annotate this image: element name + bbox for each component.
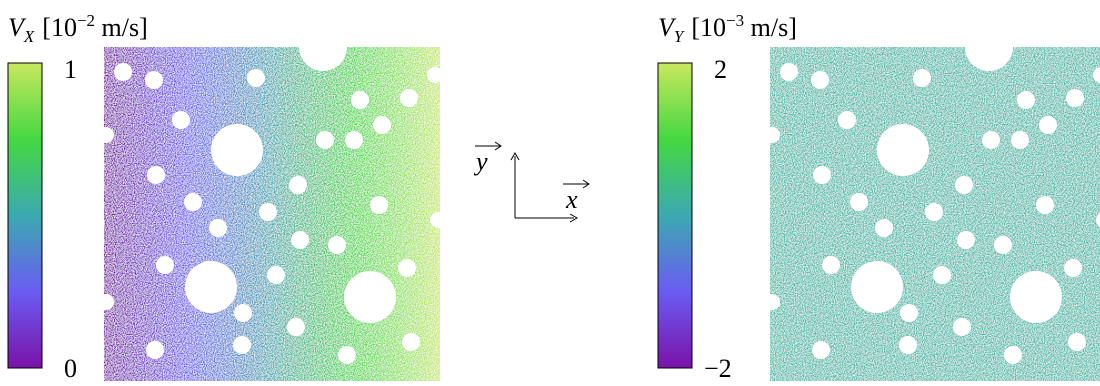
hole bbox=[172, 111, 190, 129]
holes bbox=[764, 23, 1100, 364]
hole bbox=[209, 219, 227, 237]
hole bbox=[398, 259, 416, 277]
hole bbox=[114, 63, 132, 81]
hole bbox=[287, 318, 305, 336]
hole bbox=[344, 271, 396, 323]
colorbar-tick-label: 0 bbox=[64, 354, 77, 381]
hole bbox=[953, 318, 971, 336]
hole bbox=[289, 176, 307, 194]
hole bbox=[1066, 89, 1084, 107]
hole bbox=[247, 69, 265, 87]
hole bbox=[851, 261, 903, 313]
hole bbox=[1096, 213, 1100, 227]
axes-indicator: y x bbox=[473, 141, 590, 223]
colorbar bbox=[7, 62, 43, 369]
hole bbox=[965, 23, 1013, 71]
colorbar-title: VY [10−3 m/s] bbox=[658, 11, 797, 46]
hole bbox=[1036, 196, 1054, 214]
hole bbox=[338, 346, 356, 364]
hole bbox=[427, 67, 443, 83]
hole bbox=[146, 341, 164, 359]
axis-label: x bbox=[565, 185, 578, 214]
hole bbox=[913, 69, 931, 87]
hole bbox=[234, 304, 252, 322]
hole bbox=[1039, 116, 1057, 134]
colorbar bbox=[657, 62, 693, 369]
hole bbox=[812, 341, 830, 359]
hole bbox=[98, 127, 114, 143]
hole bbox=[316, 131, 334, 149]
hole bbox=[345, 131, 363, 149]
hole bbox=[98, 294, 114, 310]
hole bbox=[822, 256, 840, 274]
hole bbox=[259, 203, 277, 221]
hole bbox=[900, 304, 918, 322]
hole bbox=[838, 111, 856, 129]
hole bbox=[925, 203, 943, 221]
hole bbox=[811, 71, 829, 89]
hole bbox=[1017, 91, 1035, 109]
hole bbox=[370, 196, 388, 214]
hole bbox=[184, 193, 202, 211]
hole bbox=[955, 176, 973, 194]
axis-label: y bbox=[473, 147, 488, 176]
holes bbox=[98, 23, 446, 364]
hole bbox=[957, 231, 975, 249]
hole bbox=[994, 236, 1012, 254]
hole bbox=[185, 261, 237, 313]
hole bbox=[1093, 67, 1100, 83]
hole bbox=[233, 336, 251, 354]
colorbar-tick-label: 2 bbox=[714, 55, 727, 84]
hole bbox=[1068, 333, 1086, 351]
hole bbox=[764, 127, 780, 143]
hole bbox=[933, 266, 951, 284]
colorbar-title: VX [10−2 m/s] bbox=[8, 11, 148, 46]
hole bbox=[351, 91, 369, 109]
hole bbox=[328, 236, 346, 254]
hole bbox=[1004, 346, 1022, 364]
hole bbox=[147, 166, 165, 184]
hole bbox=[1010, 271, 1062, 323]
hole bbox=[1064, 259, 1082, 277]
hole bbox=[430, 212, 446, 228]
hole bbox=[780, 63, 798, 81]
hole bbox=[156, 256, 174, 274]
hole bbox=[899, 336, 917, 354]
panel: VY [10−3 m/s] 2 −2 bbox=[657, 11, 1100, 383]
hole bbox=[764, 294, 780, 310]
hole bbox=[267, 266, 285, 284]
colorbar-tick-label: 1 bbox=[64, 55, 77, 84]
hole bbox=[299, 23, 347, 71]
hole bbox=[400, 89, 418, 107]
hole bbox=[145, 71, 163, 89]
hole bbox=[373, 116, 391, 134]
hole bbox=[211, 124, 263, 176]
hole bbox=[291, 231, 309, 249]
panel: VX [10−2 m/s] 1 0 bbox=[7, 11, 446, 383]
hole bbox=[813, 166, 831, 184]
colorbar-tick-label: −2 bbox=[704, 354, 732, 381]
hole bbox=[402, 333, 420, 351]
hole bbox=[850, 193, 868, 211]
hole bbox=[875, 219, 893, 237]
hole bbox=[877, 124, 929, 176]
hole bbox=[1011, 131, 1029, 149]
hole bbox=[982, 131, 1000, 149]
